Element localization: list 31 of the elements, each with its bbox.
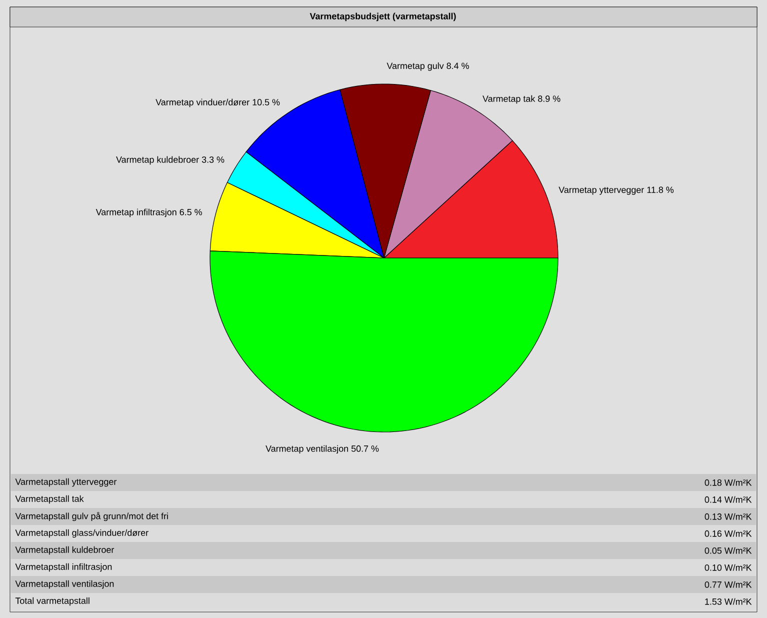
- slice-label: Varmetap yttervegger: [558, 186, 644, 195]
- text: Varmetapstall kuldebroer: [15, 546, 114, 555]
- text: 0.13 W/m²K: [704, 513, 752, 520]
- slice-label: Varmetap vinduer/dører: [156, 98, 250, 108]
- text: Varmetapstall gulv på grunn/mot det fri: [15, 512, 168, 522]
- text: 0.77 W/m²K: [704, 581, 752, 588]
- slice-label: Varmetap infiltrasjon: [96, 208, 176, 218]
- text: 0.16 W/m²K: [704, 530, 752, 537]
- text: 0.14 W/m²K: [704, 496, 752, 503]
- slice-label: Varmetap kuldebroer: [116, 156, 199, 165]
- slice-label: Varmetap ventilasjon: [266, 445, 348, 454]
- data-label: 8.9 %: [538, 96, 560, 102]
- text: 1.53 W/m²K: [705, 598, 752, 605]
- slice-label: Varmetap gulv: [386, 62, 444, 71]
- text: 0.10 W/m²K: [704, 564, 752, 571]
- chart-title: Varmetapsbudsjett (varmetapstall): [310, 12, 456, 22]
- data-label: 8.4 %: [446, 62, 469, 70]
- text: 0.18 W/m²K: [704, 479, 752, 486]
- text: Total varmetapstall: [15, 597, 90, 606]
- data-label: 11.8 %: [647, 186, 674, 193]
- text: Varmetapstall glass/vinduer/dører: [15, 529, 148, 538]
- data-label: 6.5 %: [180, 208, 202, 216]
- text: Varmetapstall yttervegger: [15, 478, 117, 487]
- data-label: 10.5 %: [252, 99, 280, 106]
- data-label: 50.7 %: [351, 445, 379, 452]
- text: 0.05 W/m²K: [704, 547, 752, 554]
- text: Varmetapstall tak: [15, 495, 84, 504]
- text: Varmetapstall ventilasjon: [15, 580, 114, 589]
- slice-label: Varmetap tak: [482, 95, 536, 104]
- data-label: 3.3 %: [202, 156, 224, 163]
- text: Varmetapstall infiltrasjon: [15, 563, 112, 572]
